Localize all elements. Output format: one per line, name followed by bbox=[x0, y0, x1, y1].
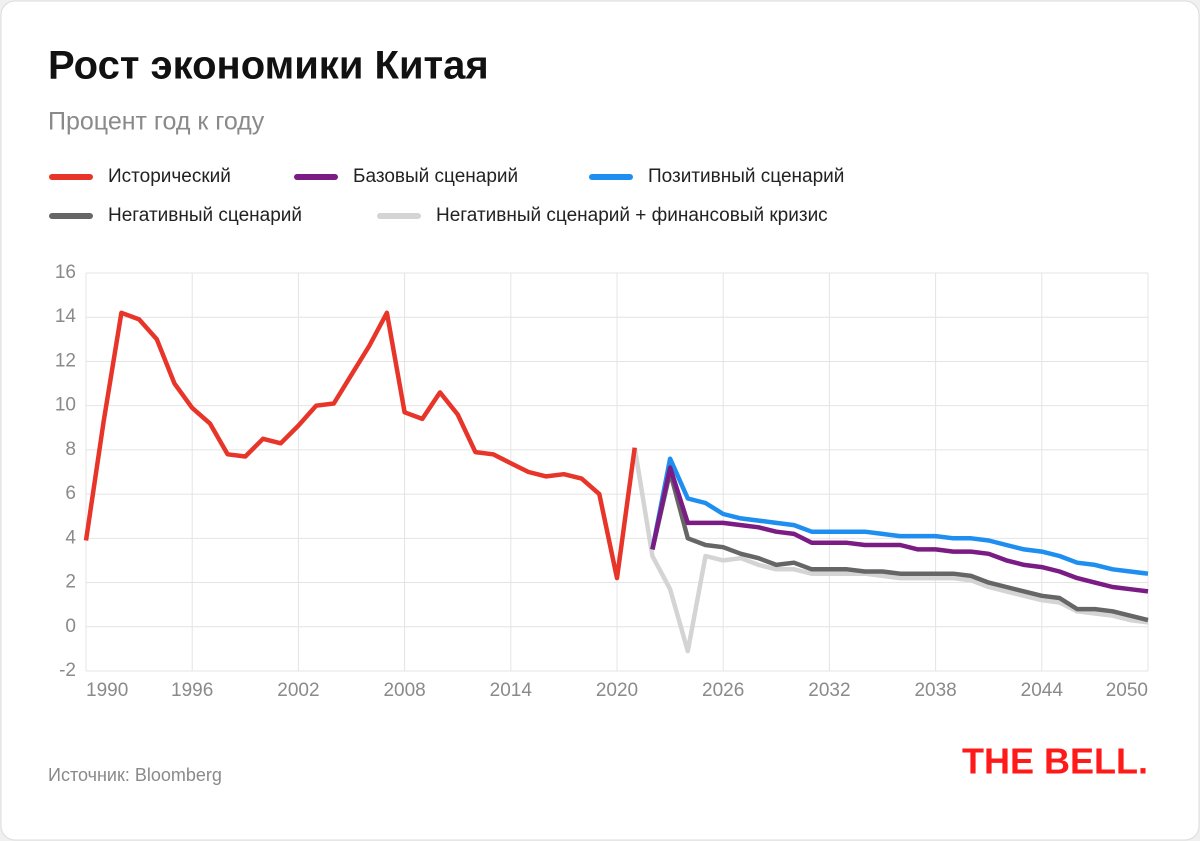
x-tick-label: 2050 bbox=[1106, 680, 1148, 701]
series-line bbox=[83, 310, 637, 581]
series-line bbox=[650, 456, 1149, 576]
series-line bbox=[650, 469, 1149, 623]
x-tick-label: 2014 bbox=[490, 680, 533, 701]
legend-label: Базовый сценарий bbox=[353, 166, 518, 187]
legend-label: Позитивный сценарий bbox=[648, 166, 844, 187]
y-tick-label: 2 bbox=[65, 572, 76, 593]
series-line bbox=[650, 465, 1149, 594]
y-tick-label: 16 bbox=[55, 262, 76, 283]
x-tick-label: 2020 bbox=[596, 680, 638, 701]
chart-subtitle: Процент год к году bbox=[48, 108, 265, 136]
legend-label: Исторический bbox=[108, 166, 231, 187]
x-tick-label: 1990 bbox=[86, 680, 128, 701]
x-tick-label: 2038 bbox=[914, 680, 956, 701]
y-tick-label: 10 bbox=[55, 395, 76, 416]
y-tick-label: 8 bbox=[65, 439, 76, 460]
y-tick-label: 6 bbox=[65, 483, 76, 504]
series-line bbox=[632, 447, 1149, 654]
legend-label: Негативный сценарий + финансовый кризис bbox=[436, 205, 828, 226]
y-tick-label: 14 bbox=[55, 306, 77, 327]
x-tick-label: 2002 bbox=[277, 680, 319, 701]
source: Источник: Bloomberg bbox=[48, 765, 222, 785]
x-tick-label: 2044 bbox=[1021, 680, 1064, 701]
x-tick-label: 2032 bbox=[808, 680, 850, 701]
chart-title: Рост экономики Китая bbox=[48, 44, 489, 88]
x-tick-label: 2026 bbox=[702, 680, 744, 701]
x-tick-label: 1996 bbox=[171, 680, 213, 701]
y-tick-label: 4 bbox=[65, 527, 76, 548]
x-tick-label: 2008 bbox=[383, 680, 425, 701]
logo: THE BELL. bbox=[962, 741, 1148, 782]
legend-label: Негативный сценарий bbox=[108, 205, 302, 226]
y-tick-label: 0 bbox=[65, 616, 76, 637]
y-tick-label: 12 bbox=[55, 350, 76, 371]
y-tick-label: -2 bbox=[59, 660, 76, 681]
